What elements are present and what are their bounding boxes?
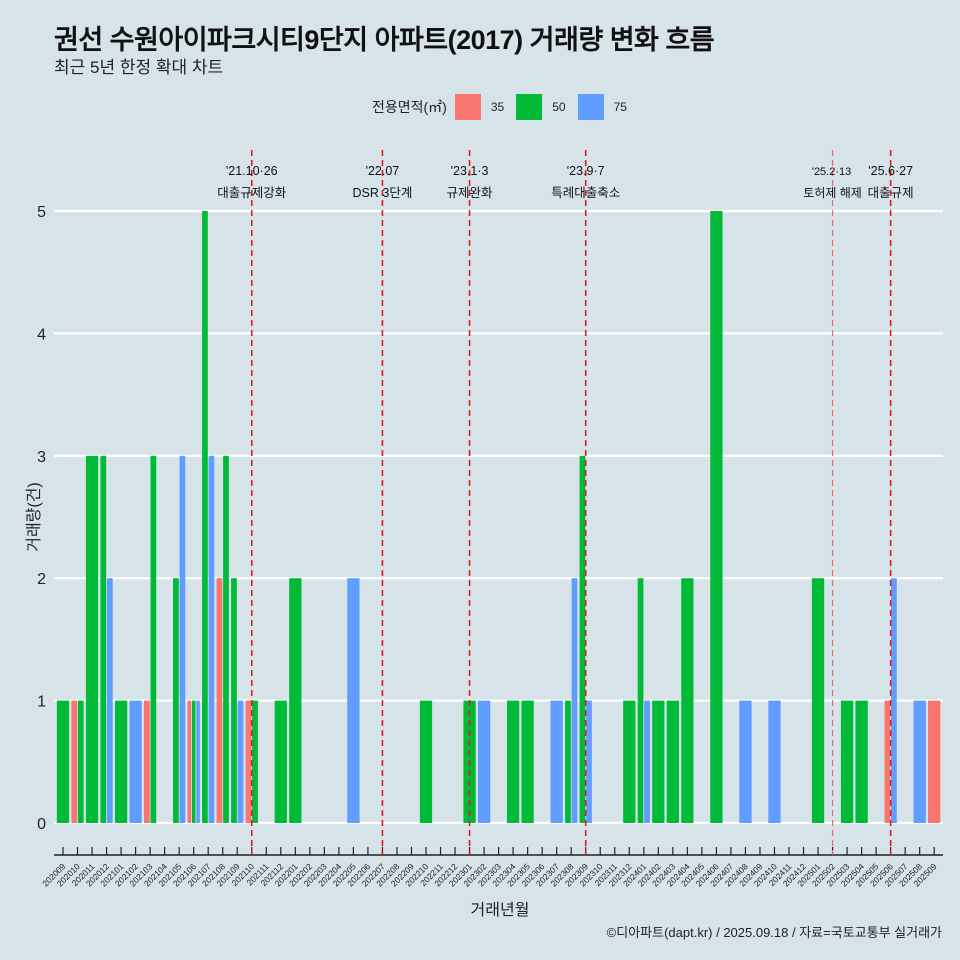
bar-50-202012 <box>100 455 107 823</box>
legend-key-75 <box>577 94 604 120</box>
y-tick-label: 3 <box>37 449 46 466</box>
bar-35-202106 <box>187 700 192 823</box>
bar-75-202506 <box>891 578 897 823</box>
bar-75-202102 <box>129 700 142 823</box>
event-label-202301: 규제완화 <box>447 186 494 200</box>
source-caption: ©디아파트(dapt.kr) / 2025.09.18 / 자료=국토교통부 실… <box>606 925 942 940</box>
bar-50-202403 <box>666 700 679 823</box>
bar-50-202101 <box>114 700 128 823</box>
bar-50-202112 <box>274 700 287 823</box>
bar-75-202107 <box>208 455 215 823</box>
bar-50-202401 <box>637 578 644 823</box>
bar-50-202308 <box>565 700 571 823</box>
bar-75-202309 <box>586 700 592 823</box>
bar-50-202210 <box>419 700 433 823</box>
bar-75-202408 <box>739 700 752 823</box>
y-tick-label: 0 <box>37 816 46 833</box>
event-label-202506: 대출규제 <box>868 186 914 200</box>
bar-75-202302 <box>477 700 491 823</box>
bar-75-202508 <box>913 700 926 823</box>
bar-75-202307 <box>550 700 563 823</box>
bar-50-202312 <box>623 700 636 823</box>
bar-35-202110 <box>245 700 252 823</box>
bar-50-202504 <box>855 700 868 823</box>
chart-subtitle: 최근 5년 한정 확대 차트 <box>54 58 224 77</box>
bar-75-202109 <box>237 700 244 823</box>
bar-50-202201 <box>289 578 302 823</box>
bar-50-202108 <box>223 455 229 823</box>
bar-50-202107 <box>202 211 208 823</box>
event-label-202502: 토허제 해제 <box>803 186 862 200</box>
event-date-202207: '22.07 <box>366 164 400 178</box>
bar-50-202103 <box>150 455 157 823</box>
bar-75-202012 <box>106 578 113 823</box>
bar-50-202404 <box>681 578 694 823</box>
x-axis-label-wrap: 거래년월 <box>0 896 960 920</box>
event-label-202309: 특례대출축소 <box>551 186 620 200</box>
bar-50-202106 <box>191 700 196 823</box>
legend-label-35: 35 <box>490 100 505 114</box>
event-date-202502: '25.2·13 <box>812 166 851 178</box>
bar-50-202402 <box>652 700 665 823</box>
bar-35-202103 <box>143 700 150 823</box>
bar-75-202401 <box>644 700 650 823</box>
bar-75-202205 <box>347 578 360 823</box>
event-date-202301: '23.1·3 <box>451 164 489 178</box>
bar-50-202503 <box>840 700 854 823</box>
event-date-202110: '21.10·26 <box>226 164 278 178</box>
bar-75-202410 <box>768 700 781 823</box>
event-date-202506: '25.6·27 <box>868 164 913 178</box>
bar-35-202509 <box>928 700 941 823</box>
bar-50-202406 <box>710 211 723 823</box>
bar-75-202106 <box>196 700 200 823</box>
bar-50-202304 <box>506 700 520 823</box>
legend-key-35 <box>454 94 481 120</box>
bar-50-202305 <box>521 700 534 823</box>
legend-title: 전용면적(㎡) <box>372 99 447 115</box>
legend-key-50 <box>516 94 543 120</box>
event-label-202207: DSR 3단계 <box>353 186 413 200</box>
event-date-202309: '23.9·7 <box>567 164 605 178</box>
bar-50-202109 <box>231 578 237 823</box>
bar-50-202010 <box>77 700 84 823</box>
legend: 전용면적(㎡) 35 50 75 <box>372 93 639 121</box>
bar-50-202309 <box>579 455 586 823</box>
x-axis-label: 거래년월 <box>470 902 530 919</box>
bar-35-202010 <box>71 700 78 823</box>
y-tick-label: 5 <box>37 204 46 221</box>
bar-50-202501 <box>811 578 825 823</box>
y-tick-label: 1 <box>37 694 46 711</box>
bar-35-202108 <box>216 578 223 823</box>
legend-label-75: 75 <box>613 100 627 114</box>
legend-label-50: 50 <box>552 100 566 114</box>
y-tick-label: 4 <box>37 326 46 343</box>
bar-75-202105 <box>179 455 186 823</box>
y-tick-label: 2 <box>37 571 46 588</box>
y-axis-label: 거래량(건) <box>26 482 43 552</box>
bar-35-202506 <box>884 700 891 823</box>
event-label-202110: 대출규제강화 <box>217 186 287 200</box>
bar-75-202308 <box>571 578 578 823</box>
chart-title: 권선 수원아이파크시티9단지 아파트(2017) 거래량 변화 흐름 <box>54 25 715 55</box>
bar-50-202009 <box>56 700 70 823</box>
bar-50-202105 <box>173 578 179 823</box>
bar-50-202011 <box>85 455 99 823</box>
bar-50-202110 <box>252 700 258 823</box>
